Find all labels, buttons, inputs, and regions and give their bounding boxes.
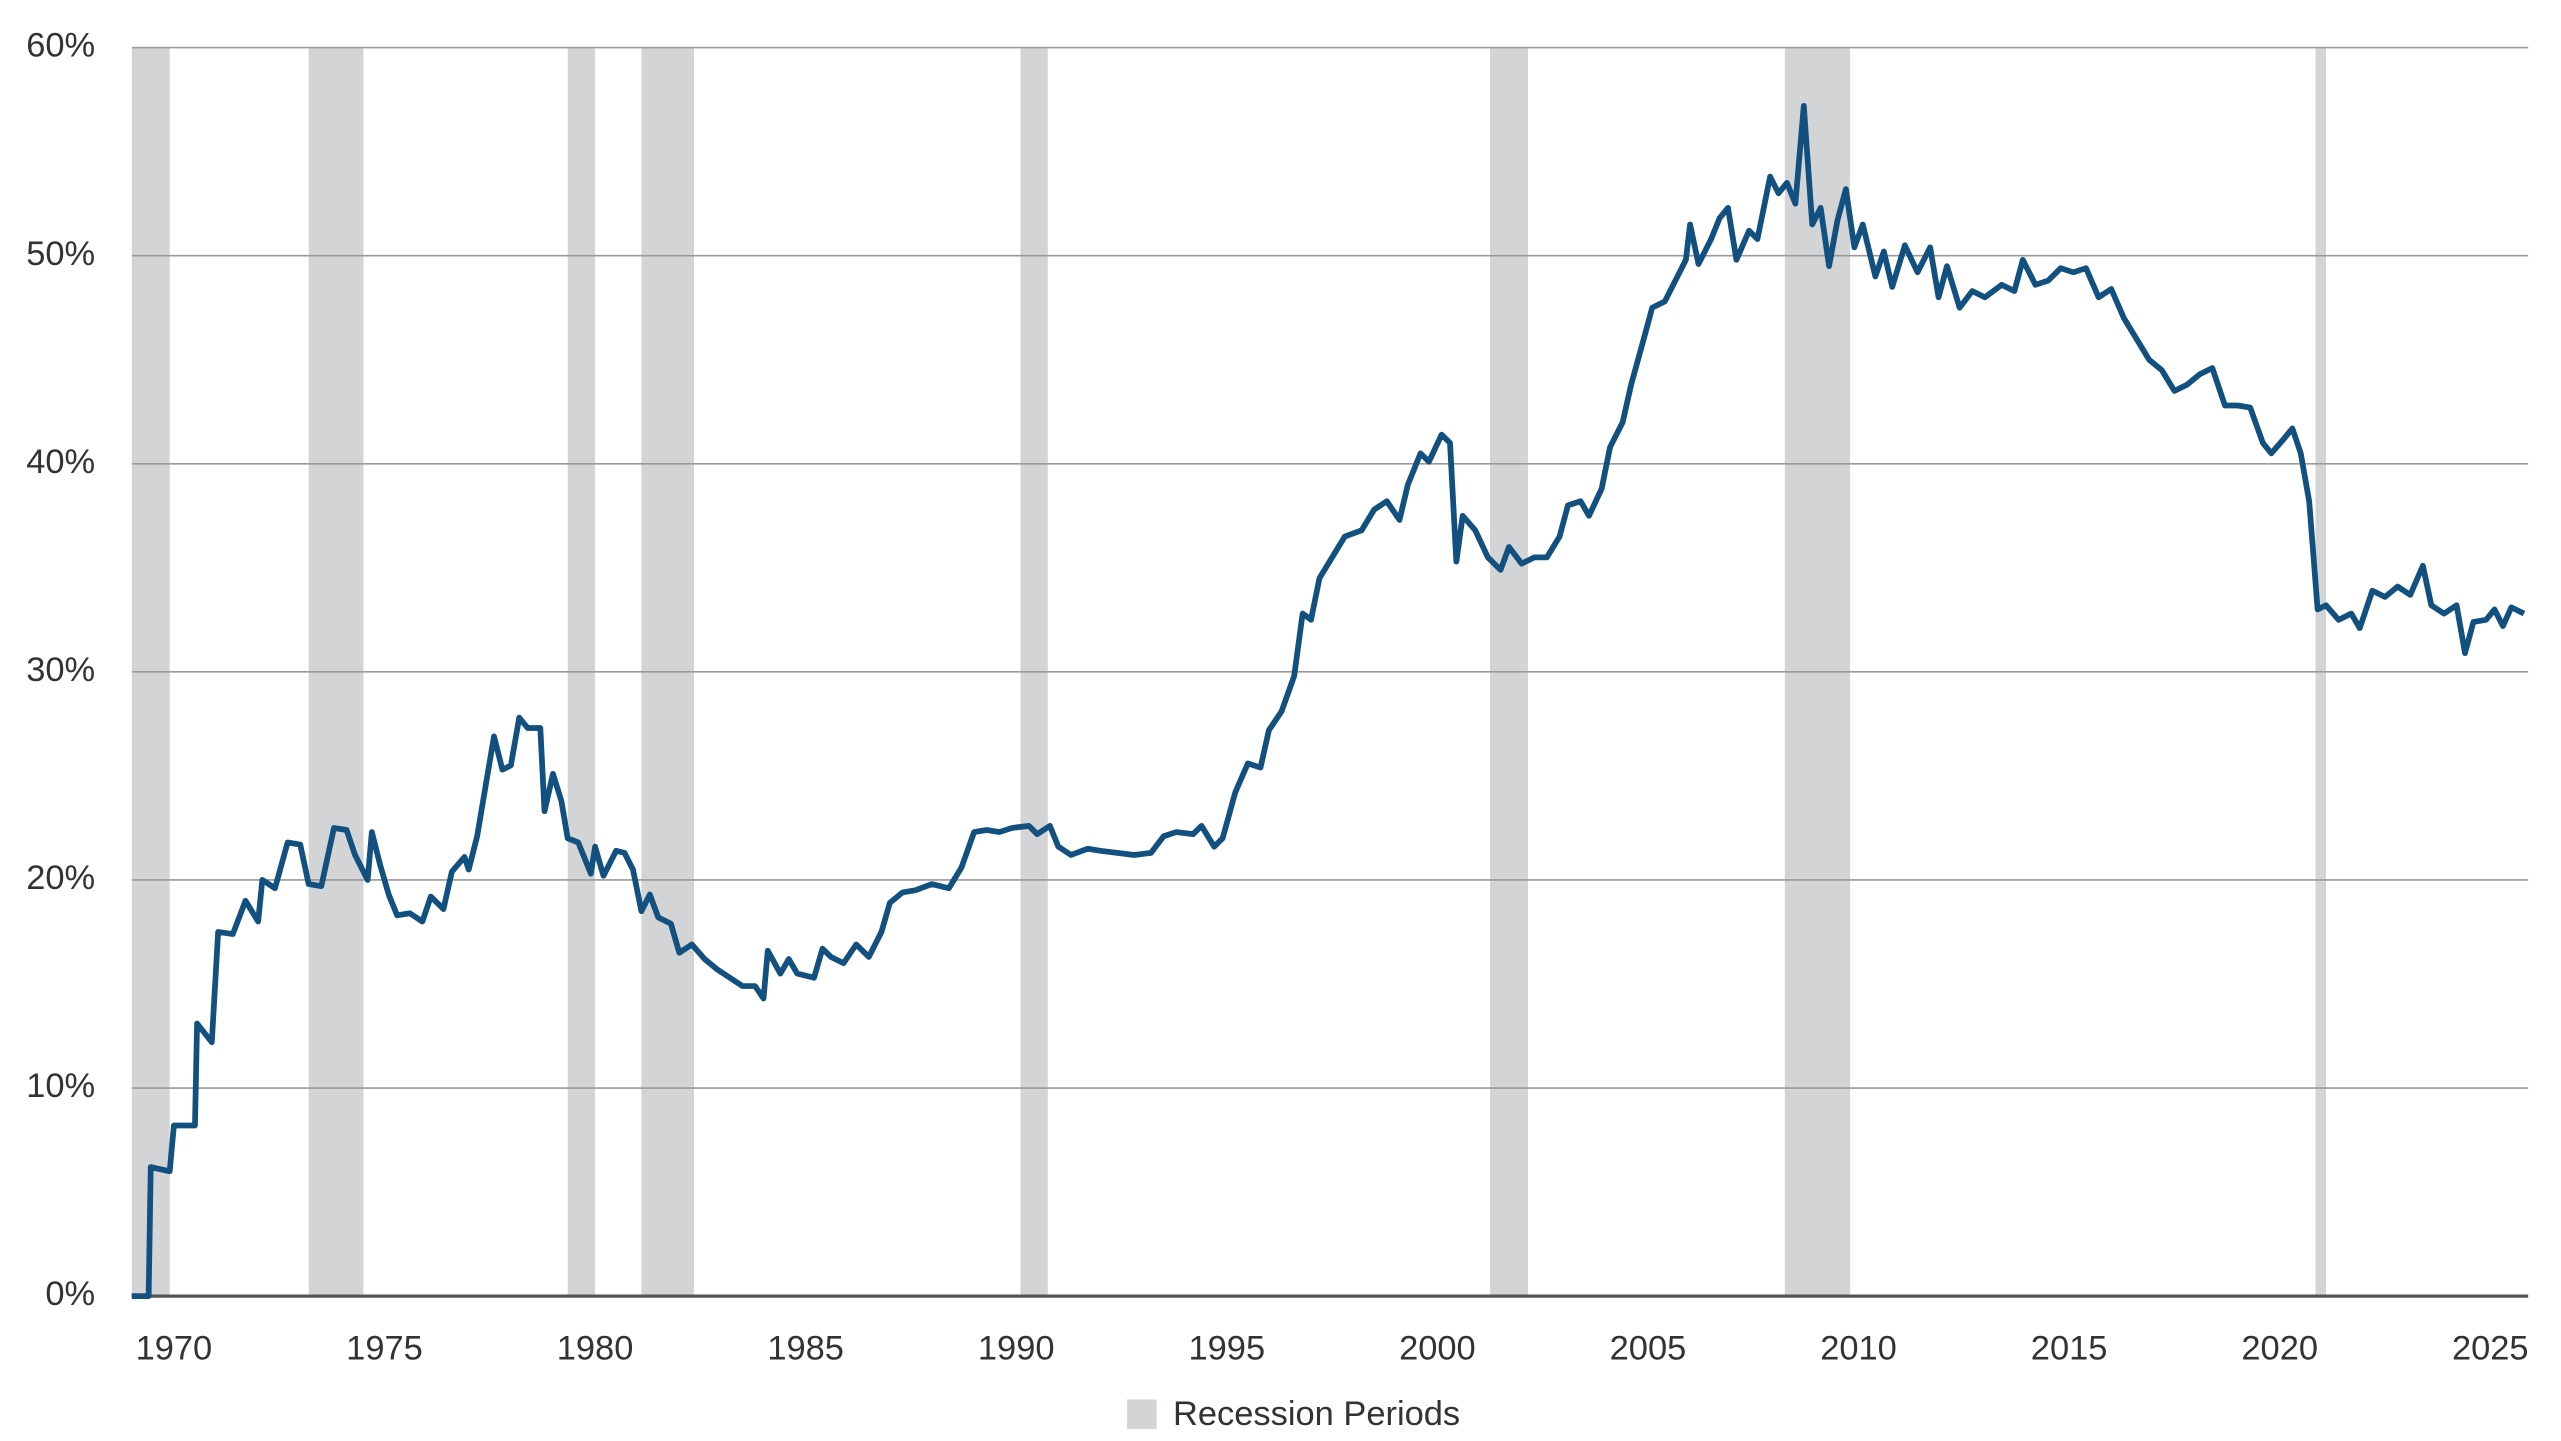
legend-label: Recession Periods [1173,1395,1460,1433]
x-tick-label: 1975 [346,1329,423,1367]
x-tick-label: 2005 [1610,1329,1687,1367]
x-tick-label: 2000 [1399,1329,1476,1367]
x-tick-label: 2025 [2452,1329,2529,1367]
x-tick-label: 1980 [557,1329,634,1367]
x-tick-label: 2015 [2031,1329,2108,1367]
y-tick-label: 50% [26,235,95,273]
x-tick-label: 2010 [1820,1329,1897,1367]
x-tick-label: 1985 [767,1329,844,1367]
y-tick-label: 10% [26,1067,95,1105]
x-tick-label: 1995 [1188,1329,1265,1367]
data-line [131,102,2526,1299]
legend-swatch [1127,1399,1157,1429]
x-tick-label: 1970 [136,1329,213,1367]
x-tick-label: 2020 [2241,1329,2318,1367]
y-tick-label: 60% [26,27,95,65]
y-tick-label: 0% [45,1275,95,1313]
x-tick-label: 1990 [978,1329,1055,1367]
y-tick-label: 40% [26,443,95,481]
y-tick-label: 30% [26,651,95,689]
y-tick-label: 20% [26,859,95,897]
